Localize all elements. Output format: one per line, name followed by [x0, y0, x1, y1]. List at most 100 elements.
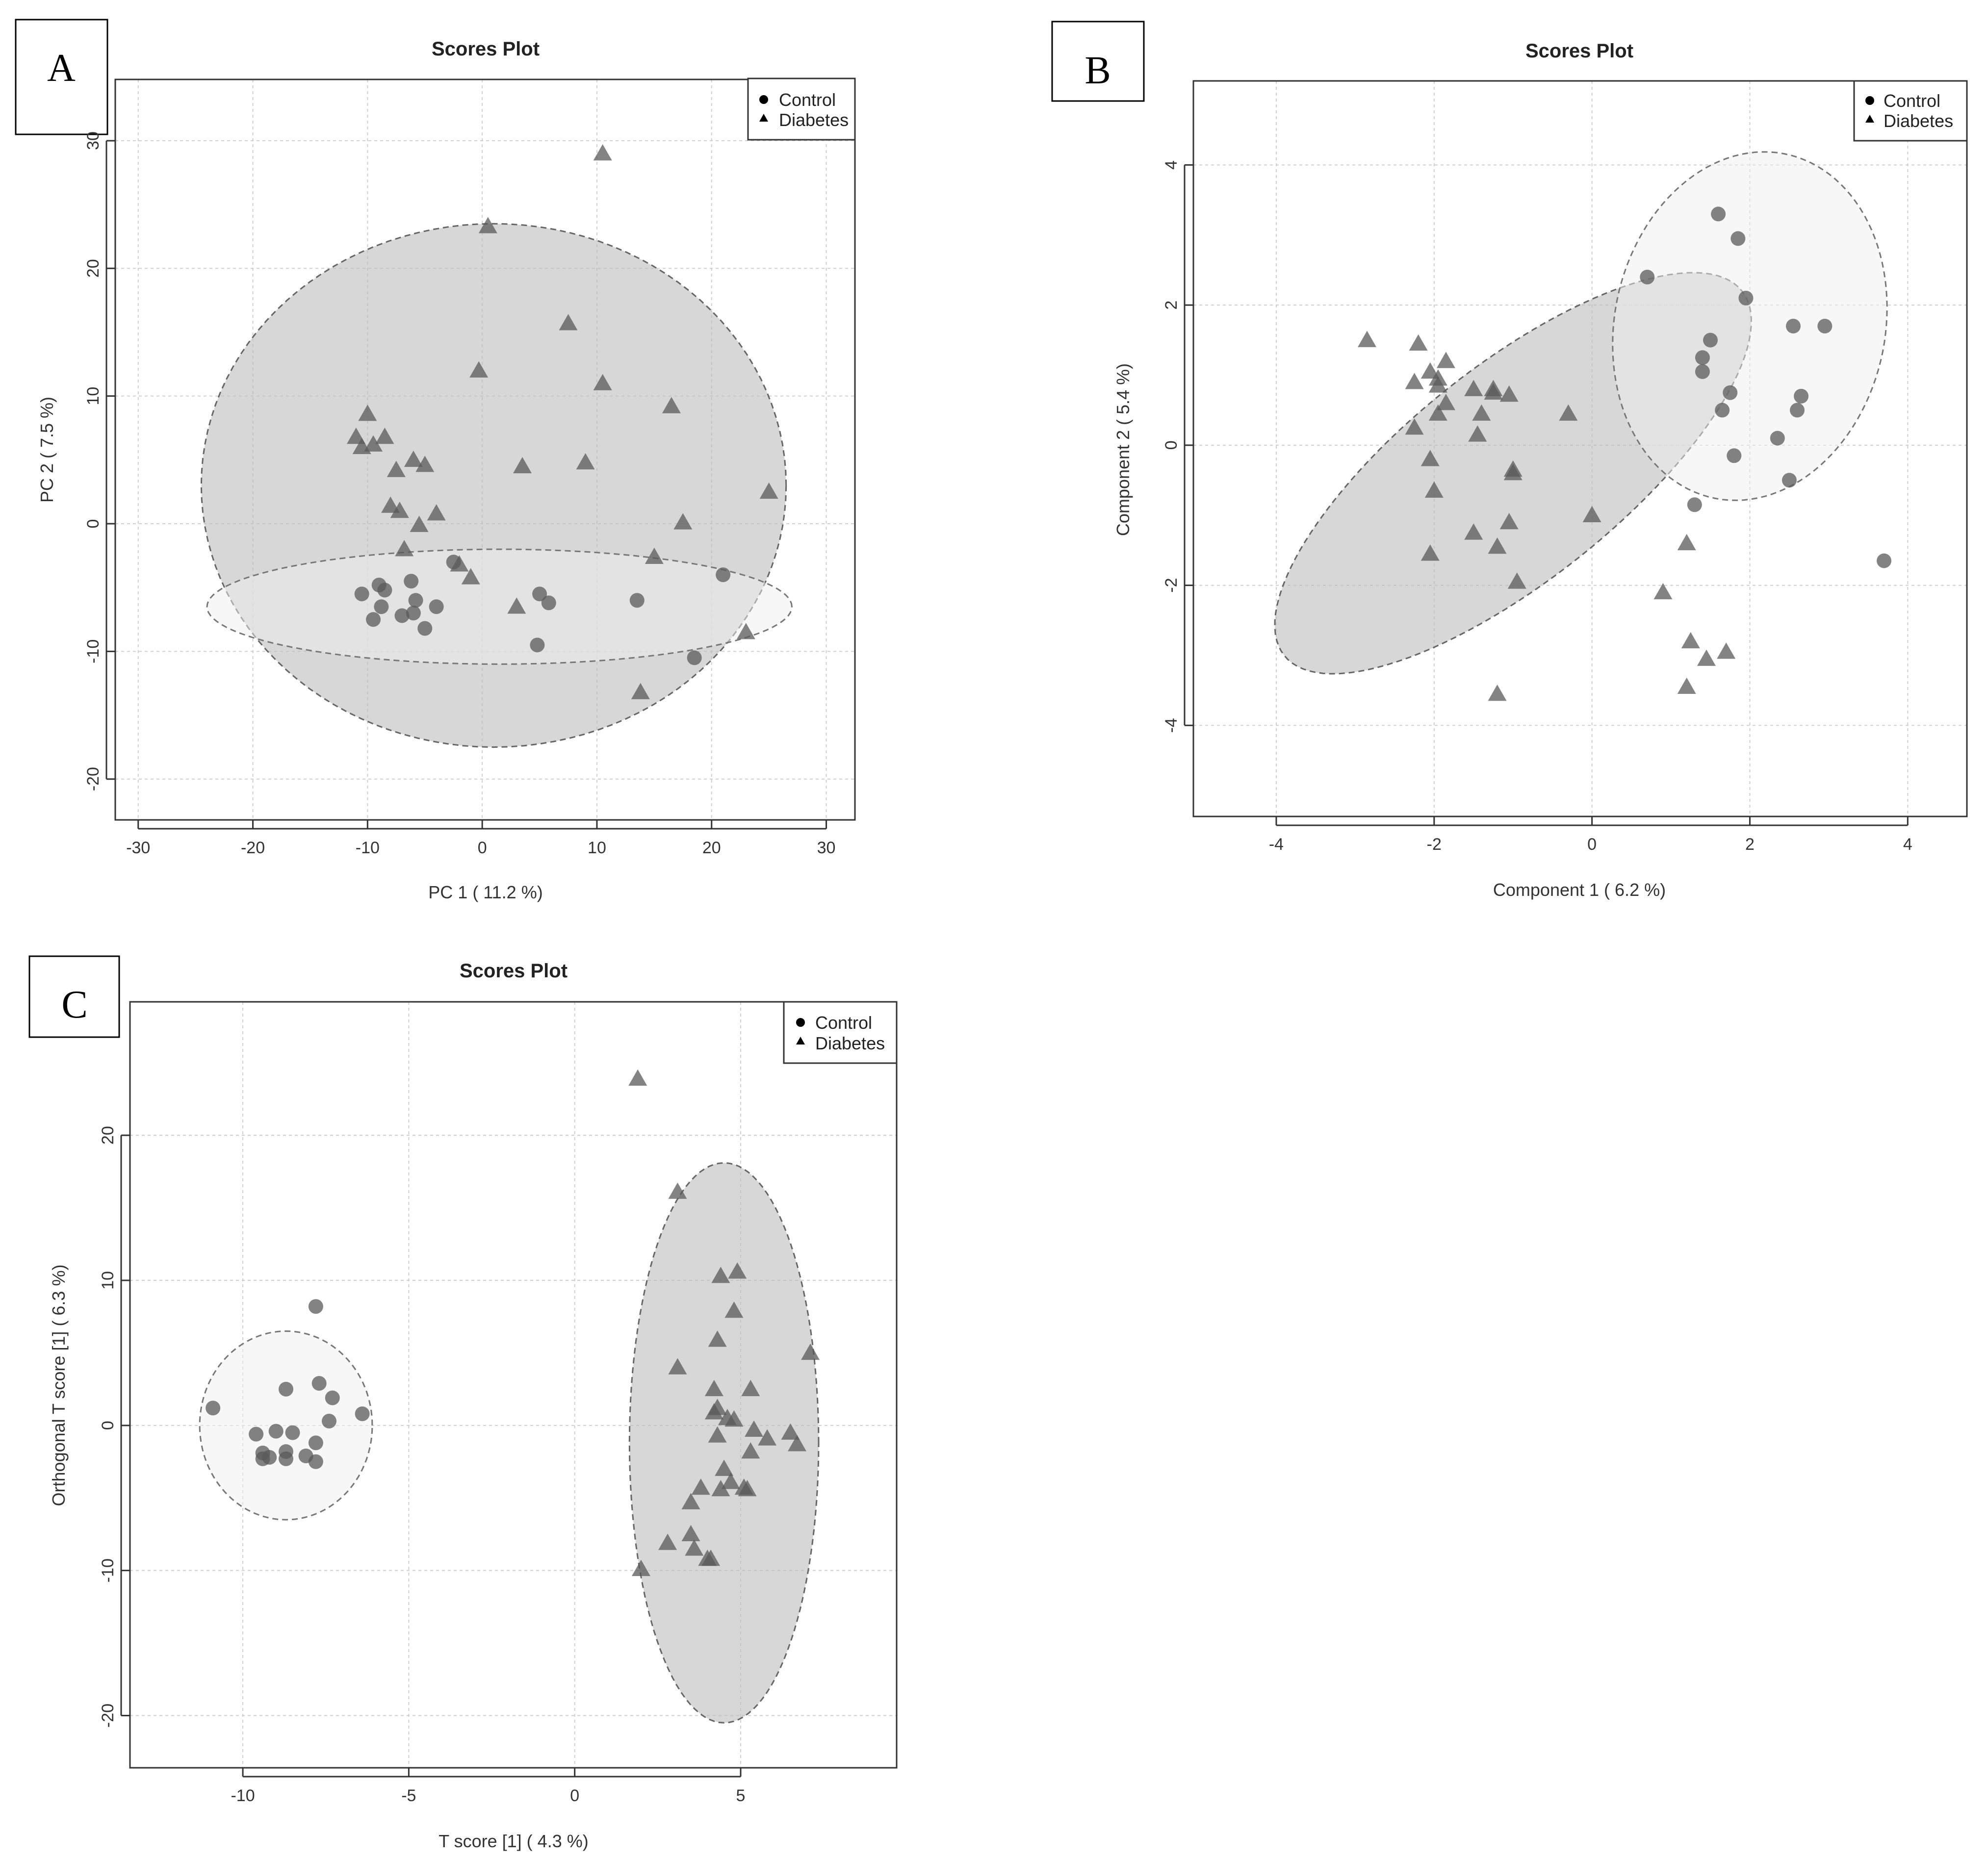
- point-control: [1711, 206, 1726, 222]
- point-diabetes: [724, 1410, 744, 1427]
- point-diabetes: [364, 435, 383, 452]
- point-control: [429, 599, 444, 614]
- point-control: [325, 1390, 340, 1405]
- legend-box: [783, 1001, 898, 1064]
- point-diabetes: [358, 405, 377, 421]
- point-diabetes: [715, 1459, 734, 1476]
- point-diabetes: [1436, 394, 1455, 410]
- point-control: [629, 593, 645, 608]
- ellipse-control: [206, 548, 793, 665]
- x-axis: -10 -5 0 5: [231, 1768, 745, 1805]
- point-control: [1790, 403, 1805, 418]
- point-control: [1794, 388, 1809, 404]
- point-diabetes: [758, 1429, 777, 1446]
- point-diabetes: [691, 1478, 710, 1495]
- x-tick-label: -5: [401, 1786, 416, 1805]
- y-axis-label: PC 2 ( 7.5 %): [37, 397, 57, 503]
- point-control: [1687, 497, 1702, 512]
- point-diabetes: [593, 374, 612, 390]
- point-diabetes: [1499, 513, 1519, 530]
- x-axis-label: PC 1 ( 11.2 %): [428, 882, 542, 902]
- point-control: [716, 567, 731, 583]
- point-diabetes: [1428, 376, 1447, 393]
- point-diabetes: [741, 1442, 760, 1459]
- point-control: [1785, 319, 1801, 333]
- point-diabetes: [711, 1267, 730, 1283]
- point-diabetes: [721, 1473, 740, 1489]
- point-diabetes: [576, 453, 595, 470]
- y-axis: -4 -2 0 2 4: [1162, 160, 1193, 733]
- point-diabetes: [708, 1426, 727, 1443]
- confidence-ellipses: [199, 1162, 820, 1724]
- y-tick-label: 10: [84, 387, 103, 406]
- point-control: [279, 1451, 294, 1466]
- x-axis-label: T score [1] ( 4.3 %): [439, 1831, 588, 1851]
- point-control: [1640, 270, 1655, 284]
- point-control: [1730, 231, 1746, 246]
- y-tick-label: 30: [84, 131, 103, 150]
- point-diabetes: [469, 361, 489, 378]
- point-control: [279, 1381, 294, 1397]
- ellipse-control: [199, 1330, 373, 1521]
- point-diabetes: [1677, 677, 1696, 694]
- y-tick-label: -2: [1162, 578, 1181, 592]
- point-diabetes: [410, 515, 429, 532]
- point-diabetes: [1507, 572, 1526, 589]
- legend: Control Diabetes: [747, 77, 856, 141]
- point-diabetes: [1424, 481, 1444, 498]
- y-tick-label: 0: [1162, 440, 1181, 450]
- point-diabetes: [1717, 642, 1736, 659]
- point-diabetes: [381, 496, 400, 513]
- point-diabetes: [1436, 352, 1455, 368]
- legend-triangle-marker: [796, 1037, 805, 1044]
- point-diabetes: [1681, 632, 1700, 649]
- point-diabetes: [1697, 649, 1716, 666]
- x-tick-label: 0: [478, 839, 487, 857]
- point-control: [311, 1376, 327, 1391]
- legend-box: [747, 77, 856, 141]
- point-diabetes: [390, 501, 409, 518]
- point-diabetes: [708, 1330, 727, 1347]
- point-diabetes: [728, 1262, 747, 1279]
- y-tick-label: 0: [84, 519, 103, 529]
- point-control: [355, 1406, 370, 1422]
- point-diabetes: [1464, 523, 1483, 540]
- point-control: [1723, 385, 1738, 400]
- point-diabetes: [427, 504, 446, 521]
- point-diabetes: [1420, 450, 1440, 466]
- chart-title: Scores Plot: [460, 960, 568, 982]
- point-diabetes: [1358, 331, 1377, 347]
- point-control: [532, 586, 547, 602]
- point-control: [417, 621, 433, 636]
- point-diabetes: [1503, 464, 1523, 481]
- point-diabetes: [632, 1559, 650, 1576]
- point-diabetes: [478, 217, 497, 233]
- point-diabetes: [1405, 418, 1424, 435]
- x-tick-label: 5: [736, 1786, 746, 1805]
- point-control: [406, 606, 421, 621]
- point-diabetes: [1428, 404, 1447, 421]
- point-control: [687, 650, 702, 665]
- y-axis-label: Orthogonal T score [1] ( 6.3 %): [49, 1265, 69, 1506]
- point-diabetes: [1582, 506, 1601, 522]
- y-tick-label: 20: [99, 1126, 117, 1145]
- plot-frame: [129, 1001, 898, 1769]
- point-control: [308, 1435, 323, 1451]
- y-tick-label: 0: [99, 1421, 117, 1430]
- x-tick-label: -10: [231, 1786, 255, 1805]
- point-diabetes: [1420, 544, 1440, 561]
- point-control: [1877, 553, 1892, 568]
- x-tick-label: -20: [241, 839, 265, 857]
- x-tick-label: -4: [1269, 835, 1284, 854]
- legend-triangle-marker: [1865, 115, 1874, 123]
- legend-triangle-marker: [759, 114, 768, 122]
- y-tick-label: 2: [1162, 301, 1181, 310]
- y-tick-label: -10: [99, 1558, 117, 1582]
- data-points: [206, 1069, 820, 1576]
- legend: Control Diabetes: [783, 1001, 898, 1064]
- legend-circle-marker: [759, 95, 768, 104]
- x-tick-label: -2: [1427, 835, 1442, 854]
- point-diabetes: [724, 1301, 744, 1318]
- point-diabetes: [738, 1480, 757, 1497]
- point-control: [308, 1454, 323, 1469]
